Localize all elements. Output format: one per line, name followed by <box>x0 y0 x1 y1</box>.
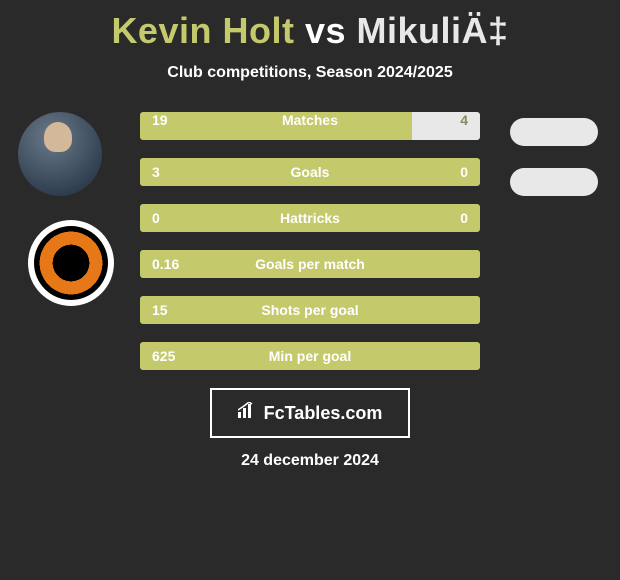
stat-right-matches: 4 <box>460 112 468 128</box>
brand-box[interactable]: FcTables.com <box>210 388 410 438</box>
player2-avatar <box>510 118 598 146</box>
player2-name: MikuliÄ‡ <box>357 10 509 51</box>
player1-name: Kevin Holt <box>111 10 294 51</box>
stat-row-spg: 15 Shots per goal <box>140 296 480 324</box>
brand-text: FcTables.com <box>264 403 383 424</box>
stat-left-spg: 15 <box>152 302 168 318</box>
date: 24 december 2024 <box>0 452 620 470</box>
comparison-title: Kevin Holt vs MikuliÄ‡ <box>0 0 620 52</box>
stat-label-goals: Goals <box>291 164 330 180</box>
stat-label-matches: Matches <box>282 112 338 128</box>
subtitle: Club competitions, Season 2024/2025 <box>0 64 620 82</box>
bar-right-matches <box>412 112 480 140</box>
vs-text: vs <box>305 10 346 51</box>
stat-label-hattricks: Hattricks <box>280 210 340 226</box>
stat-right-goals: 0 <box>460 164 468 180</box>
player1-club-badge <box>28 220 114 306</box>
stat-label-mpg: Min per goal <box>269 348 351 364</box>
player2-club-badge <box>510 168 598 196</box>
chart-icon <box>238 402 258 425</box>
stat-left-mpg: 625 <box>152 348 175 364</box>
bar-left-matches <box>140 112 412 140</box>
stat-left-gpm: 0.16 <box>152 256 179 272</box>
player1-avatar <box>18 112 102 196</box>
stat-label-spg: Shots per goal <box>261 302 358 318</box>
stat-label-gpm: Goals per match <box>255 256 365 272</box>
stat-row-hattricks: 0 Hattricks 0 <box>140 204 480 232</box>
stat-row-gpm: 0.16 Goals per match <box>140 250 480 278</box>
stat-right-hattricks: 0 <box>460 210 468 226</box>
stat-left-hattricks: 0 <box>152 210 160 226</box>
stat-row-goals: 3 Goals 0 <box>140 158 480 186</box>
stat-row-mpg: 625 Min per goal <box>140 342 480 370</box>
stat-row-matches: 19 Matches 4 <box>140 112 480 140</box>
stat-left-matches: 19 <box>152 112 168 128</box>
stats-area: 19 Matches 4 3 Goals 0 0 Hattricks 0 0.1… <box>0 112 620 370</box>
stat-left-goals: 3 <box>152 164 160 180</box>
